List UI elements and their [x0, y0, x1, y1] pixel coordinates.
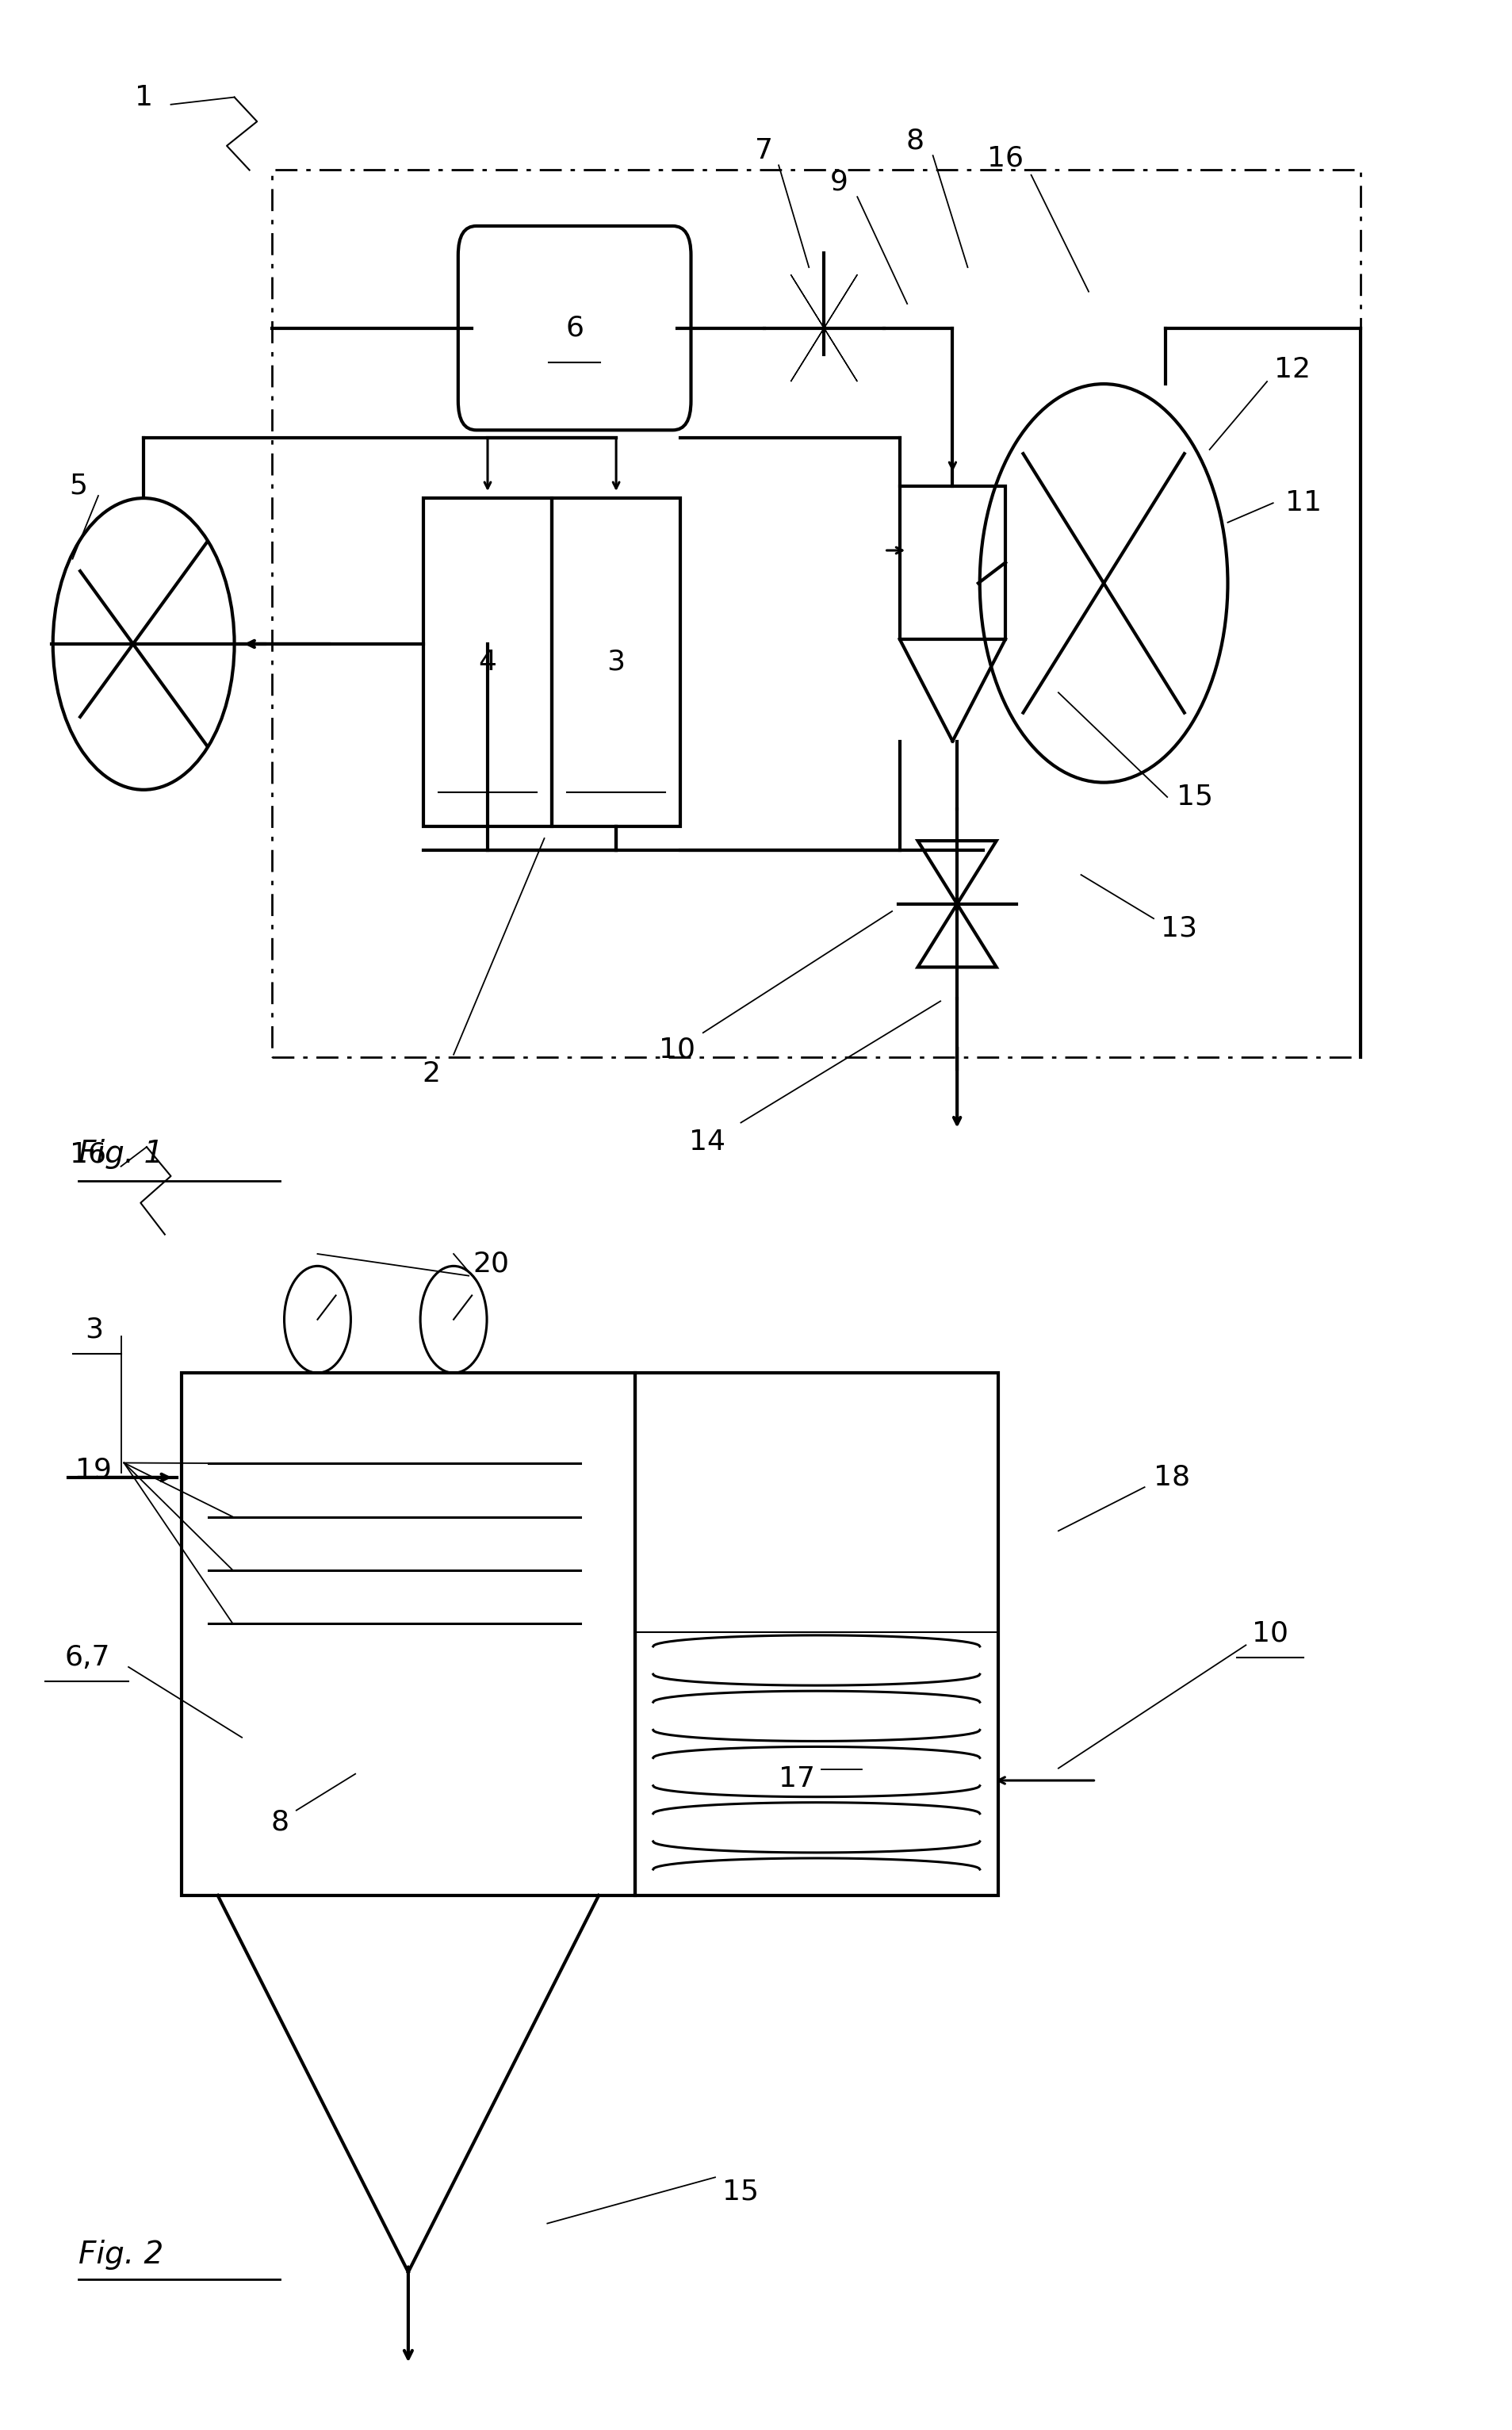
Text: 16: 16	[70, 1140, 106, 1169]
Text: 20: 20	[473, 1249, 510, 1278]
Text: 12: 12	[1275, 355, 1311, 384]
Text: 8: 8	[271, 1808, 289, 1837]
Text: 8: 8	[906, 126, 924, 156]
Text: 14: 14	[689, 1128, 726, 1157]
Text: 15: 15	[1176, 782, 1213, 812]
Text: 10: 10	[1252, 1618, 1288, 1648]
Bar	[552, 498, 680, 826]
Text: 17: 17	[779, 1764, 815, 1793]
Polygon shape	[791, 275, 857, 382]
Text: 5: 5	[70, 471, 88, 501]
Bar	[272, 170, 1361, 1057]
Text: 3: 3	[606, 649, 626, 676]
Text: 7: 7	[754, 136, 773, 165]
Text: 19: 19	[76, 1456, 112, 1485]
Polygon shape	[918, 904, 996, 967]
Text: 6: 6	[565, 313, 584, 343]
Text: 10: 10	[659, 1035, 696, 1064]
Bar	[423, 498, 552, 826]
Text: 16: 16	[987, 143, 1024, 173]
Text: 18: 18	[1154, 1463, 1190, 1492]
Text: 3: 3	[85, 1315, 103, 1344]
Polygon shape	[918, 841, 996, 904]
Text: Fig. 1: Fig. 1	[79, 1140, 163, 1169]
Text: 6,7: 6,7	[65, 1643, 110, 1672]
Text: 2: 2	[422, 1059, 440, 1089]
Bar	[900, 486, 1005, 639]
Text: Fig. 2: Fig. 2	[79, 2240, 163, 2270]
Bar	[181, 1373, 635, 1895]
Text: 13: 13	[1161, 914, 1198, 943]
Polygon shape	[791, 275, 857, 382]
Text: 1: 1	[135, 83, 153, 112]
Text: 4: 4	[478, 649, 497, 676]
Text: 15: 15	[723, 2177, 759, 2206]
Text: 11: 11	[1285, 488, 1321, 518]
Bar	[635, 1373, 998, 1895]
Text: 9: 9	[830, 168, 848, 197]
